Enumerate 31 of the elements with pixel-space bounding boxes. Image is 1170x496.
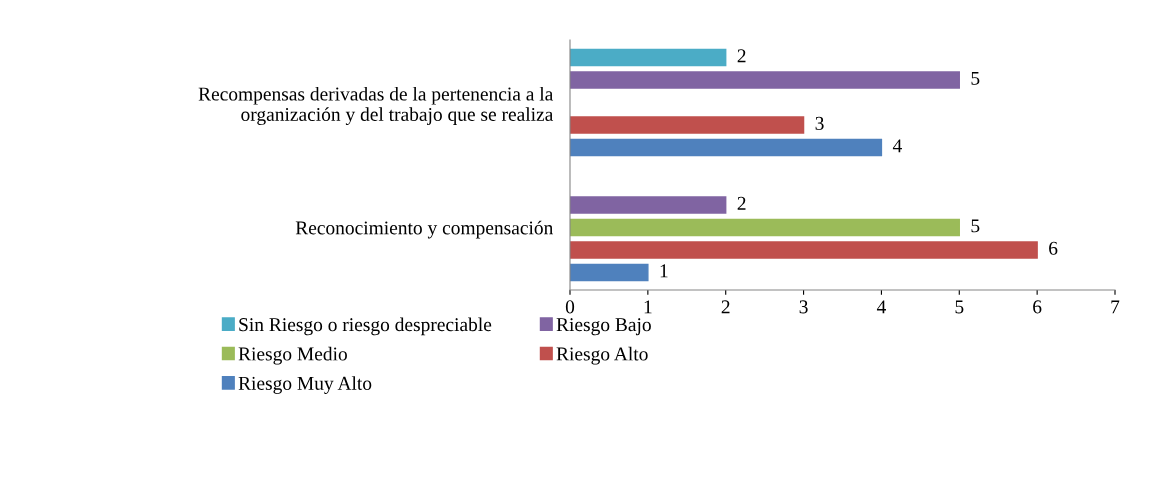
- bar: [570, 196, 727, 214]
- x-tick-label: 2: [721, 300, 730, 314]
- data-label: 3: [815, 116, 824, 130]
- x-tick-label: 7: [1111, 300, 1120, 314]
- x-tick-label: 4: [876, 300, 886, 314]
- data-label: 5: [971, 219, 980, 233]
- bar: [570, 218, 960, 237]
- legend-label: Riesgo Medio: [238, 346, 347, 365]
- x-tick-label: 6: [1033, 300, 1042, 314]
- legend-label: Riesgo Alto: [556, 346, 648, 365]
- x-tick-label: 3: [799, 300, 808, 314]
- bar: [570, 241, 1038, 259]
- x-tick-label: 1: [644, 300, 652, 314]
- data-label: 2: [737, 196, 746, 210]
- bar: [570, 48, 727, 67]
- x-tick-label: 5: [955, 300, 964, 314]
- x-tick-label: 0: [565, 300, 575, 314]
- bar: [570, 263, 649, 282]
- y-tick-label: Reconocimiento y compensación: [295, 220, 554, 239]
- data-label: 4: [892, 139, 902, 153]
- data-label: 5: [971, 71, 980, 85]
- bar: [570, 71, 960, 89]
- bar: [570, 138, 883, 157]
- legend-label: Riesgo Bajo: [556, 318, 651, 336]
- data-label: 2: [737, 49, 746, 63]
- data-label: 6: [1049, 241, 1058, 255]
- data-label: 1: [660, 264, 668, 278]
- legend-label: Sin Riesgo o riesgo despreciable: [239, 317, 492, 336]
- y-tick-label: Recompensas derivadas de la pertenencia a la organización y del trabajo que se realiza: [198, 86, 554, 125]
- legend-label: Riesgo Muy Alto: [238, 376, 372, 394]
- bar: [570, 116, 805, 134]
